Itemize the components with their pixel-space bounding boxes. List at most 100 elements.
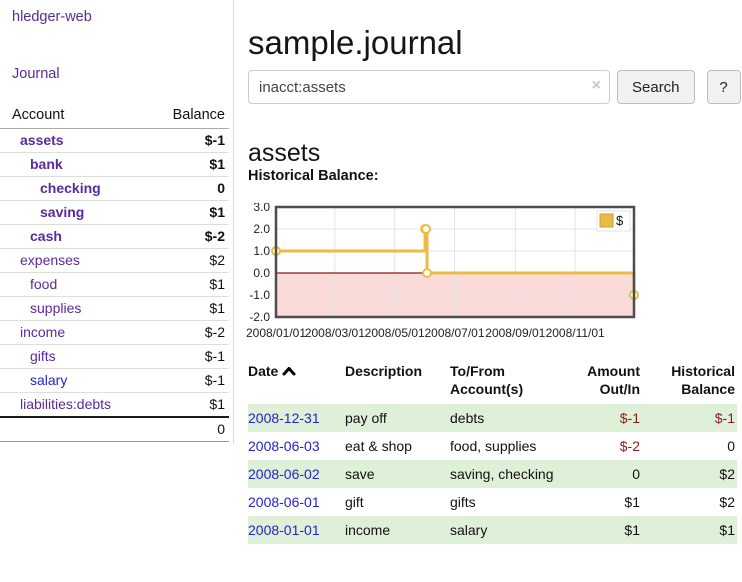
transaction-date-link[interactable]: 2008-12-31 bbox=[248, 410, 320, 426]
search-bar: × Search ? bbox=[248, 70, 742, 104]
app-title-link[interactable]: hledger-web bbox=[12, 9, 92, 25]
account-row: bank $1 bbox=[0, 152, 229, 177]
x-tick-label: 2008/11/01 bbox=[546, 326, 605, 340]
y-tick-label: -2.0 bbox=[249, 310, 270, 324]
x-tick-label: 2008/01/01 bbox=[246, 326, 306, 340]
accounts-table: Account Balance assets $-1 bank $1 checking 0… bbox=[0, 103, 229, 442]
register-row: 2008-06-03 eat & shop food, supplies $-2 0 bbox=[248, 432, 737, 460]
x-tick-label: 2008/03/01 bbox=[305, 326, 365, 340]
account-row: income $-2 bbox=[0, 320, 229, 345]
register-cell-amount: $1 bbox=[572, 516, 642, 544]
accounts-column-account: Account bbox=[0, 103, 152, 129]
account-link-expenses[interactable]: expenses bbox=[20, 252, 80, 268]
account-balance: $-2 bbox=[152, 320, 229, 345]
register-cell-date: 2008-01-01 bbox=[248, 516, 345, 544]
account-row: assets $-1 bbox=[0, 128, 229, 153]
plot-border bbox=[274, 205, 636, 319]
account-row: liabilities:debts $1 bbox=[0, 392, 229, 418]
register-cell-accounts: food, supplies bbox=[450, 438, 537, 454]
register-row: 2008-06-01 gift gifts $1 $2 bbox=[248, 488, 737, 516]
register-cell-date: 2008-06-02 bbox=[248, 460, 345, 488]
account-balance: $1 bbox=[152, 272, 229, 297]
register-cell-amount: $-1 bbox=[572, 404, 642, 432]
register-cell-balance: $1 bbox=[642, 516, 737, 544]
chart-label: Historical Balance: bbox=[248, 168, 379, 184]
account-balance: 0 bbox=[152, 176, 229, 201]
search-input[interactable] bbox=[248, 70, 610, 104]
register-row: 2008-12-31 pay off debts $-1 $-1 bbox=[248, 404, 737, 432]
data-point-marker bbox=[422, 268, 433, 278]
x-tick-label: 2008/07/01 bbox=[424, 326, 484, 340]
transaction-date-link[interactable]: 2008-06-03 bbox=[248, 438, 320, 454]
account-balance: $-1 bbox=[152, 128, 229, 153]
register-cell-balance: $-1 bbox=[642, 404, 737, 432]
page-title: sample.journal bbox=[248, 24, 463, 62]
register-column-amount: Amount Out/In bbox=[587, 363, 640, 397]
register-row: 2008-01-01 income salary $1 $1 bbox=[248, 516, 737, 544]
transaction-date-link[interactable]: 2008-06-02 bbox=[248, 466, 320, 482]
register-column-date[interactable]: Date bbox=[248, 360, 345, 404]
account-balance: $-2 bbox=[152, 224, 229, 249]
account-row: checking 0 bbox=[0, 176, 229, 201]
register-cell-balance: 0 bbox=[727, 438, 735, 454]
account-link-saving[interactable]: saving bbox=[40, 204, 85, 220]
account-link-food[interactable]: food bbox=[30, 276, 58, 292]
account-link-cash[interactable]: cash bbox=[30, 228, 62, 244]
data-point-marker bbox=[421, 224, 432, 234]
accounts-total-value: 0 bbox=[152, 416, 229, 442]
legend-swatch bbox=[599, 213, 614, 228]
account-link-liabilities-debts[interactable]: liabilities:debts bbox=[20, 396, 112, 412]
y-tick-label: 2.0 bbox=[253, 222, 270, 236]
help-button[interactable]: ? bbox=[706, 70, 741, 104]
account-link-assets[interactable]: assets bbox=[20, 132, 64, 148]
register-column-accounts: To/From Account(s) bbox=[450, 363, 524, 397]
legend-label: $ bbox=[616, 213, 624, 228]
register-cell-date: 2008-12-31 bbox=[248, 404, 345, 432]
account-balance: $-1 bbox=[152, 368, 229, 393]
account-balance: $1 bbox=[152, 296, 229, 321]
search-button[interactable]: Search bbox=[617, 70, 695, 104]
account-balance: $-1 bbox=[152, 344, 229, 369]
register-cell-accounts: saving, checking bbox=[450, 460, 572, 488]
register-cell-amount: $1 bbox=[624, 494, 640, 510]
register-row: 2008-06-02 save saving, checking 0 $2 bbox=[248, 460, 737, 488]
account-balance: $1 bbox=[152, 152, 229, 177]
transaction-date-link[interactable]: 2008-06-01 bbox=[248, 494, 320, 510]
account-link-salary[interactable]: salary bbox=[30, 372, 68, 388]
account-balance: $1 bbox=[152, 200, 229, 225]
register-cell-amount: 0 bbox=[572, 460, 642, 488]
chart-svg: 3.0 2.0 1.0 0.0 -1.0 -2.0 2008/01/012008/03/01… bbox=[246, 200, 639, 340]
account-link-gifts[interactable]: gifts bbox=[30, 348, 56, 364]
register-cell-date: 2008-06-03 bbox=[248, 432, 345, 460]
account-row: cash $-2 bbox=[0, 224, 229, 249]
register-cell-description: pay off bbox=[345, 404, 450, 432]
sidebar: hledger-web Journal Account Balance asse… bbox=[0, 0, 233, 442]
account-row: salary $-1 bbox=[0, 368, 229, 393]
account-balance: $1 bbox=[152, 392, 229, 418]
account-link-supplies[interactable]: supplies bbox=[30, 300, 82, 316]
account-link-income[interactable]: income bbox=[20, 324, 66, 340]
register-cell-description: income bbox=[345, 516, 450, 544]
account-link-checking[interactable]: checking bbox=[40, 180, 101, 196]
clear-search-icon[interactable]: × bbox=[591, 77, 601, 94]
register-cell-date: 2008-06-01 bbox=[248, 488, 345, 516]
accounts-column-balance: Balance bbox=[152, 103, 229, 129]
register-cell-description: eat & shop bbox=[345, 438, 412, 454]
register-column-description: Description bbox=[345, 363, 423, 379]
sidebar-divider bbox=[233, 0, 234, 444]
account-row: expenses $2 bbox=[0, 248, 229, 273]
register-cell-accounts: salary bbox=[450, 516, 572, 544]
register-cell-balance: $2 bbox=[719, 494, 735, 510]
accounts-total-row: 0 bbox=[0, 416, 229, 442]
x-tick-label: 2008/09/01 bbox=[485, 326, 545, 340]
account-row: supplies $1 bbox=[0, 296, 229, 321]
transaction-date-link[interactable]: 2008-01-01 bbox=[248, 522, 320, 538]
account-balance: $2 bbox=[152, 248, 229, 273]
y-tick-label: 3.0 bbox=[253, 203, 270, 214]
register-cell-description: save bbox=[345, 460, 450, 488]
account-link-bank[interactable]: bank bbox=[30, 156, 63, 172]
y-tick-label: -1.0 bbox=[249, 288, 270, 302]
y-tick-label: 1.0 bbox=[253, 244, 270, 258]
register-cell-amount: $-2 bbox=[619, 438, 640, 454]
sidebar-item-journal[interactable]: Journal bbox=[12, 66, 60, 82]
